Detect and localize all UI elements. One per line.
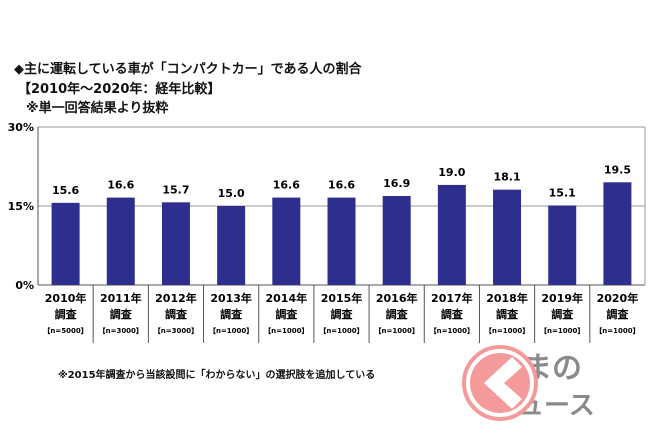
bar <box>161 202 190 285</box>
bar <box>603 182 632 285</box>
y-tick-label: 15% <box>8 200 34 213</box>
sample-size-label: 【n=1000】 <box>485 327 529 335</box>
data-label: 16.6 <box>328 179 355 192</box>
sample-size-label: 【n=1000】 <box>375 327 419 335</box>
chart-subtitle: 【2010年～2020年：経年比較】 <box>18 82 221 97</box>
bar <box>327 197 356 285</box>
x-tick-label: 2013年 <box>210 291 252 305</box>
x-tick-sublabel: 調査 <box>220 307 242 321</box>
x-tick-sublabel: 調査 <box>165 307 187 321</box>
x-tick-label: 2015年 <box>321 291 363 305</box>
data-label: 19.0 <box>438 166 465 179</box>
sample-size-label: 【n=1000】 <box>430 327 474 335</box>
x-tick-label: 2014年 <box>266 291 308 305</box>
sample-size-label: 【n=1000】 <box>264 327 308 335</box>
x-tick-sublabel: 調査 <box>441 307 463 321</box>
sample-size-label: 【n=1000】 <box>209 327 253 335</box>
sample-size-label: 【n=1000】 <box>595 327 639 335</box>
footnote: ※2015年調査から当該設問に「わからない」の選択肢を追加している <box>58 370 376 381</box>
data-label: 15.1 <box>549 186 576 199</box>
data-label: 16.6 <box>107 179 134 192</box>
data-label: 16.9 <box>383 177 410 190</box>
bar <box>217 206 246 285</box>
bar <box>106 197 135 285</box>
data-label: 18.1 <box>493 171 520 184</box>
data-label: 15.6 <box>52 184 79 197</box>
sample-size-label: 【n=1000】 <box>319 327 363 335</box>
data-label: 15.7 <box>162 183 189 196</box>
x-tick-label: 2020年 <box>597 291 639 305</box>
x-tick-sublabel: 調査 <box>55 307 77 321</box>
x-tick-label: 2012年 <box>155 291 197 305</box>
bar <box>493 189 522 285</box>
x-tick-sublabel: 調査 <box>386 307 408 321</box>
bar <box>272 197 301 285</box>
x-tick-label: 2011年 <box>100 291 142 305</box>
y-tick-label: 30% <box>8 121 34 134</box>
x-tick-label: 2010年 <box>45 291 87 305</box>
bar <box>51 202 80 285</box>
kurumanonews-logo <box>462 343 650 433</box>
logo-icon <box>462 345 538 421</box>
sample-size-label: 【n=3000】 <box>154 327 198 335</box>
bar <box>548 205 577 285</box>
bar <box>382 195 411 285</box>
x-tick-sublabel: 調査 <box>275 307 297 321</box>
sample-size-label: 【n=1000】 <box>540 327 584 335</box>
x-tick-sublabel: 調査 <box>110 307 132 321</box>
data-label: 15.0 <box>218 187 245 200</box>
x-tick-label: 2017年 <box>431 291 473 305</box>
sample-size-label: 【n=5000】 <box>43 327 87 335</box>
bar <box>437 184 466 285</box>
x-tick-sublabel: 調査 <box>606 307 628 321</box>
chart-note: ※単一回答結果より抜粋 <box>26 101 169 116</box>
data-label: 19.5 <box>604 163 631 176</box>
x-tick-sublabel: 調査 <box>551 307 573 321</box>
sample-size-label: 【n=3000】 <box>99 327 143 335</box>
x-tick-sublabel: 調査 <box>496 307 518 321</box>
data-label: 16.6 <box>273 179 300 192</box>
chart-title: ◆主に運転している車が「コンパクトカー」である人の割合 <box>14 62 362 77</box>
x-tick-label: 2018年 <box>486 291 528 305</box>
x-tick-sublabel: 調査 <box>331 307 353 321</box>
y-tick-label: 0% <box>15 279 34 292</box>
x-tick-label: 2016年 <box>376 291 418 305</box>
x-tick-label: 2019年 <box>541 291 583 305</box>
